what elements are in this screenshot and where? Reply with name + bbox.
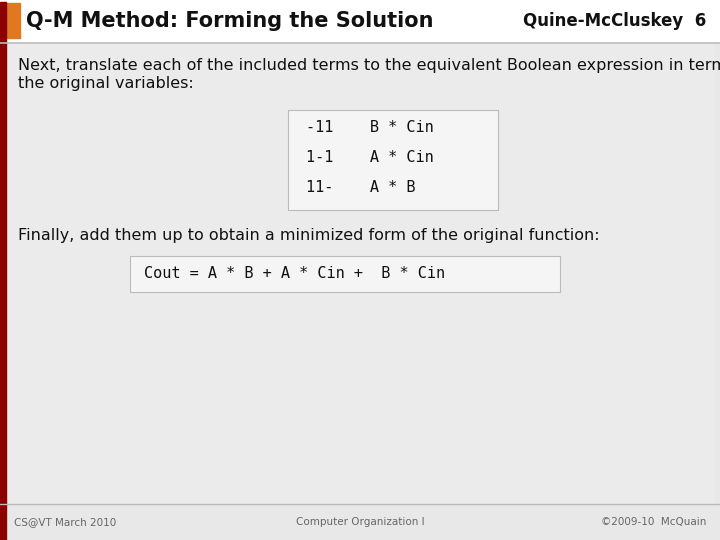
Bar (288, 110, 498, 210)
Text: ©2009-10  McQuain: ©2009-10 McQuain (600, 517, 706, 527)
Bar (6, 43, 714, 504)
Text: 1-1    A * Cin: 1-1 A * Cin (306, 151, 433, 165)
Text: Q-M Method: Forming the Solution: Q-M Method: Forming the Solution (26, 11, 433, 31)
Bar (130, 256, 560, 292)
Text: Computer Organization I: Computer Organization I (296, 517, 424, 527)
Text: Finally, add them up to obtain a minimized form of the original function:: Finally, add them up to obtain a minimiz… (18, 228, 600, 243)
Text: -11    B * Cin: -11 B * Cin (306, 120, 433, 136)
Bar (0, 0, 720, 42)
Text: Quine-McCluskey  6: Quine-McCluskey 6 (523, 12, 706, 30)
Text: Next, translate each of the included terms to the equivalent Boolean expression : Next, translate each of the included ter… (18, 58, 720, 73)
Text: CS@VT March 2010: CS@VT March 2010 (14, 517, 116, 527)
Bar (0, 2, 6, 504)
Bar (2, 3, 20, 38)
Bar (0, 504, 6, 540)
Text: 11-    A * B: 11- A * B (306, 180, 415, 195)
Text: Cout = A * B + A * Cin +  B * Cin: Cout = A * B + A * Cin + B * Cin (144, 267, 445, 281)
Text: the original variables:: the original variables: (18, 76, 194, 91)
